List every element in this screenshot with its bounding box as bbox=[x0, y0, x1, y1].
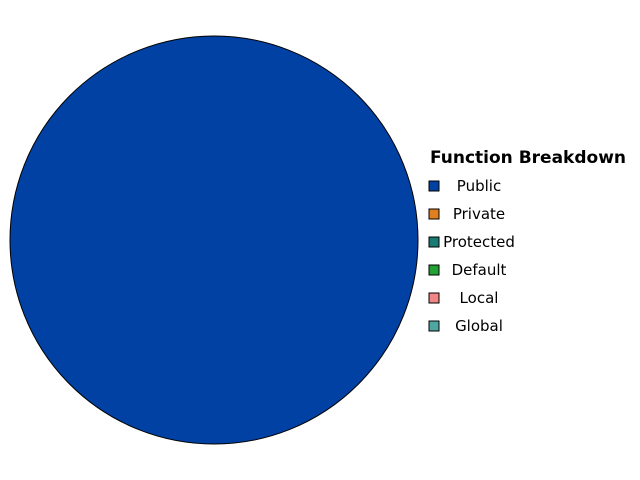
legend-label-private: Private bbox=[453, 205, 505, 223]
legend-swatch-default bbox=[428, 264, 440, 276]
legend-label-protected: Protected bbox=[443, 233, 515, 251]
legend-label-local: Local bbox=[460, 289, 499, 307]
legend-item-protected: Protected bbox=[428, 233, 515, 251]
legend: Function Breakdown Public Private Protecte… bbox=[428, 148, 626, 335]
legend-item-local: Local bbox=[428, 289, 499, 307]
legend-label-public: Public bbox=[457, 177, 501, 195]
pie-area bbox=[9, 35, 419, 445]
legend-swatch-protected bbox=[428, 236, 440, 248]
legend-swatch-local bbox=[428, 292, 440, 304]
legend-swatch-global bbox=[428, 320, 440, 332]
pie-slice-public bbox=[9, 35, 419, 445]
legend-item-private: Private bbox=[428, 205, 505, 223]
legend-title: Function Breakdown bbox=[430, 148, 626, 168]
legend-item-default: Default bbox=[428, 261, 507, 279]
legend-items: Public Private Protected Default Local Global bbox=[428, 177, 515, 335]
legend-label-default: Default bbox=[452, 261, 507, 279]
legend-swatch-public bbox=[428, 180, 440, 192]
legend-item-public: Public bbox=[428, 177, 501, 195]
legend-swatch-private bbox=[428, 208, 440, 220]
legend-label-global: Global bbox=[455, 317, 503, 335]
legend-item-global: Global bbox=[428, 317, 503, 335]
